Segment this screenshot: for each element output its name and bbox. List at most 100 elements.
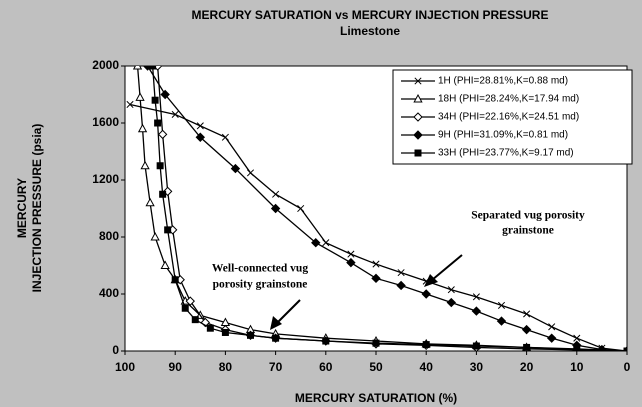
marker	[397, 269, 405, 277]
legend-label: 1H (PHI=28.81%,K=0.88 md)	[438, 76, 568, 87]
marker	[151, 96, 159, 104]
marker	[206, 324, 214, 332]
marker	[154, 119, 162, 127]
marker	[322, 239, 330, 247]
marker	[246, 169, 255, 177]
x-tick-label: 20	[520, 360, 534, 374]
annotation: porosity grainstone	[213, 279, 308, 291]
marker	[159, 190, 167, 198]
chart-title: MERCURY SATURATION vs MERCURY INJECTION …	[192, 8, 549, 22]
marker	[471, 306, 482, 316]
annotation: grainstone	[502, 225, 554, 237]
marker	[573, 345, 581, 351]
y-tick-label: 800	[99, 229, 119, 243]
marker	[272, 334, 280, 342]
y-axis-label: MERCURY INJECTION PRESSURE (psia)	[15, 124, 44, 293]
x-tick-label: 70	[269, 360, 283, 374]
legend-label: 34H (PHI=22.16%,K=24.51 md)	[438, 112, 579, 123]
marker	[132, 66, 143, 70]
marker	[135, 92, 145, 101]
marker	[413, 93, 423, 103]
marker	[472, 342, 480, 350]
marker	[413, 112, 423, 122]
marker	[297, 204, 305, 213]
y-tick-label: 0	[112, 343, 119, 357]
marker	[496, 316, 507, 326]
x-tick-label: 80	[219, 360, 233, 374]
x-tick-label: 50	[369, 360, 383, 374]
marker	[523, 310, 531, 318]
marker	[221, 328, 229, 336]
arrows	[270, 254, 463, 330]
marker	[371, 273, 381, 284]
annotation: Separated vug porosity	[471, 210, 585, 222]
series-layer	[126, 66, 627, 351]
y-tick-label: 1200	[92, 172, 119, 186]
x-tick-label: 30	[470, 360, 484, 374]
marker	[521, 324, 532, 335]
marker	[247, 331, 254, 339]
marker	[164, 226, 172, 234]
marker	[150, 231, 160, 241]
marker	[311, 237, 321, 248]
marker	[322, 337, 330, 345]
marker	[372, 339, 380, 347]
y-axis-label-line: INJECTION PRESSURE (psia)	[30, 124, 44, 293]
legend-label: 18H (PHI=28.24%,K=17.94 md)	[438, 94, 579, 105]
x-tick-label: 60	[319, 360, 333, 374]
marker	[421, 289, 431, 299]
marker	[137, 123, 148, 133]
marker	[181, 304, 189, 312]
x-tick-label: 90	[169, 360, 183, 374]
marker	[160, 260, 170, 269]
marker	[446, 297, 457, 308]
marker	[221, 133, 229, 141]
legend-label: 33H (PHI=23.77%,K=9.17 md)	[438, 148, 574, 159]
marker	[472, 293, 480, 301]
series-line	[136, 66, 627, 351]
marker	[157, 129, 168, 140]
marker	[160, 89, 170, 100]
x-tick-label: 100	[115, 360, 135, 374]
legend-label: 9H (PHI=31.09%,K=0.81 md)	[438, 130, 568, 141]
x-tick-label: 10	[570, 360, 584, 374]
marker	[171, 110, 179, 119]
y-axis-label-line: MERCURY	[15, 178, 29, 238]
marker	[270, 203, 281, 214]
marker	[623, 347, 627, 351]
marker	[347, 250, 355, 258]
marker	[346, 257, 356, 268]
annotation: Well-connected vug	[212, 263, 308, 275]
marker	[447, 286, 455, 294]
x-axis-label: MERCURY SATURATION (%)	[295, 391, 457, 405]
x-tick-label: 40	[420, 360, 434, 374]
marker	[546, 333, 557, 343]
series-line	[129, 103, 627, 351]
y-tick-label: 2000	[92, 58, 119, 72]
chart-subtitle: Limestone	[340, 24, 400, 38]
marker	[171, 276, 179, 284]
y-tick-label: 1600	[92, 115, 119, 129]
marker	[414, 77, 422, 85]
marker	[196, 122, 204, 130]
marker	[272, 190, 280, 198]
marker	[497, 301, 506, 309]
marker	[548, 323, 556, 331]
marker	[396, 280, 406, 291]
y-tick-label: 400	[99, 286, 119, 300]
marker	[372, 260, 380, 268]
marker	[185, 296, 195, 306]
marker	[156, 162, 164, 170]
series-line	[147, 66, 627, 351]
marker	[126, 100, 134, 109]
series-line	[151, 66, 627, 351]
marker	[422, 277, 430, 285]
marker	[523, 343, 531, 351]
marker	[191, 316, 199, 324]
marker	[573, 334, 581, 342]
marker	[149, 66, 157, 70]
marker	[230, 163, 241, 174]
x-tick-label: 0	[624, 360, 631, 374]
marker	[414, 149, 422, 157]
